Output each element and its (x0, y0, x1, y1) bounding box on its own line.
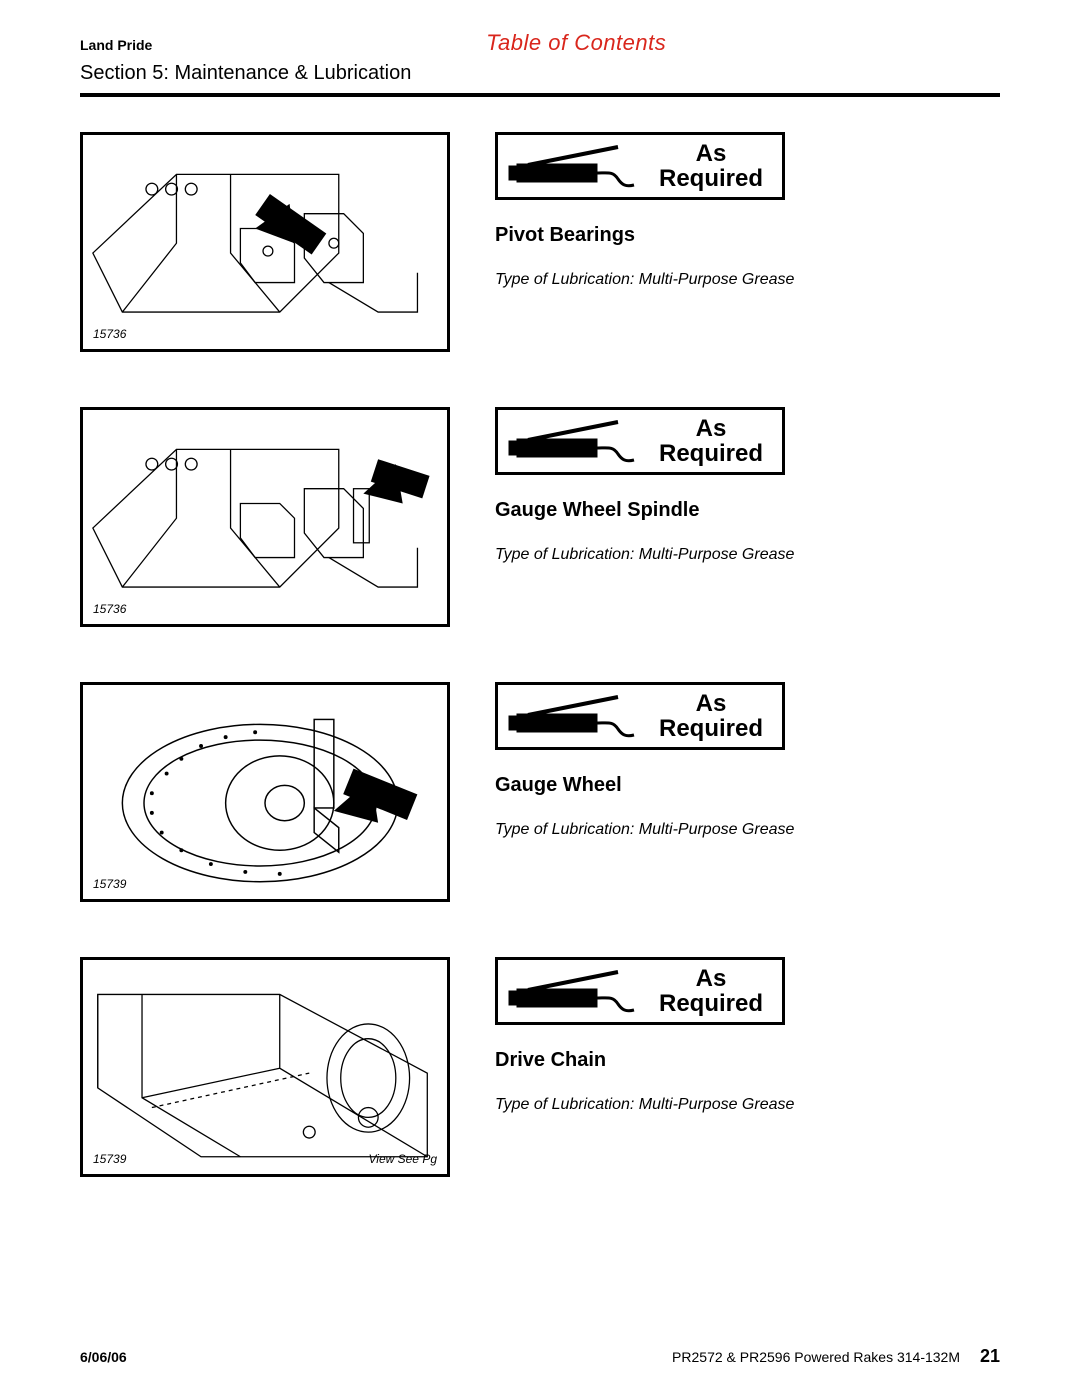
lube-type-note: Type of Lubrication: Multi-Purpose Greas… (495, 271, 1000, 289)
pivot-bearings-illustration (83, 135, 447, 351)
lube-type-note: Type of Lubrication: Multi-Purpose Greas… (495, 821, 1000, 839)
footer-doc-id: PR2572 & PR2596 Powered Rakes 314-132M (127, 1349, 960, 1365)
lube-point-title: Gauge Wheel Spindle (495, 499, 1000, 522)
lube-type-note: Type of Lubrication: Multi-Purpose Greas… (495, 1096, 1000, 1114)
figure-id: 15736 (93, 327, 126, 341)
grease-interval-box: As Required (495, 682, 785, 750)
lube-point-title: Pivot Bearings (495, 224, 1000, 247)
toc-link[interactable]: Table of Contents (152, 30, 1000, 56)
figure-note: View See Pg (369, 1152, 438, 1166)
figure-drive-chain: 15739 View See Pg (80, 957, 450, 1177)
interval-label: As Required (650, 141, 772, 191)
grease-gun-icon (508, 416, 638, 466)
grease-gun-icon (508, 691, 638, 741)
figure-id: 15739 (93, 1152, 126, 1166)
figure-id: 15736 (93, 602, 126, 616)
header-rule (80, 93, 1000, 97)
lube-type-note: Type of Lubrication: Multi-Purpose Greas… (495, 546, 1000, 564)
section-heading: Section 5: Maintenance & Lubrication (80, 62, 1000, 85)
grease-gun-icon (508, 141, 638, 191)
grease-interval-box: As Required (495, 407, 785, 475)
lube-row: 15739 As Required Gauge Wheel Type (80, 682, 1000, 902)
lube-row: 15739 View See Pg As Required Driv (80, 957, 1000, 1177)
lube-point-title: Drive Chain (495, 1049, 1000, 1072)
figure-pivot-bearings: 15736 (80, 132, 450, 352)
interval-label: As Required (650, 691, 772, 741)
spindle-illustration (83, 410, 447, 626)
interval-label: As Required (650, 416, 772, 466)
interval-label: As Required (650, 966, 772, 1016)
lube-row: 15736 As Required Pivot Bearings T (80, 132, 1000, 352)
grease-gun-icon (508, 966, 638, 1016)
lube-point-title: Gauge Wheel (495, 774, 1000, 797)
grease-interval-box: As Required (495, 957, 785, 1025)
drive-chain-illustration (83, 960, 447, 1176)
grease-interval-box: As Required (495, 132, 785, 200)
footer-date: 6/06/06 (80, 1349, 127, 1365)
footer-page-no: 21 (960, 1346, 1000, 1367)
brand-name: Land Pride (80, 37, 152, 53)
figure-id: 15739 (93, 877, 126, 891)
gauge-wheel-illustration (83, 685, 447, 901)
figure-gauge-wheel-spindle: 15736 (80, 407, 450, 627)
lube-row: 15736 As Required Gauge Wheel Spindle (80, 407, 1000, 627)
figure-gauge-wheel: 15739 (80, 682, 450, 902)
